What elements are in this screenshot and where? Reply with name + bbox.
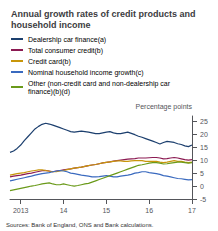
svg-text:15: 15 [200, 144, 208, 151]
svg-text:25: 25 [200, 118, 208, 125]
svg-text:Dealership car finance(a): Dealership car finance(a) [28, 36, 106, 44]
svg-text:5: 5 [200, 170, 204, 177]
svg-text:-5: -5 [200, 196, 206, 203]
svg-text:15: 15 [102, 207, 110, 214]
svg-text:Nominal household income growt: Nominal household income growth(c) [28, 69, 144, 77]
svg-text:Credit card(b): Credit card(b) [28, 58, 71, 66]
svg-text:16: 16 [145, 207, 153, 214]
svg-text:20: 20 [200, 131, 208, 138]
svg-text:Total consumer credit(b): Total consumer credit(b) [28, 47, 103, 55]
svg-text:Percentage points: Percentage points [136, 103, 193, 111]
svg-text:Annual growth rates of credit: Annual growth rates of credit products a… [11, 9, 198, 19]
svg-text:14: 14 [60, 207, 68, 214]
svg-text:10: 10 [200, 157, 208, 164]
svg-text:2013: 2013 [13, 207, 29, 214]
svg-text:Sources: Bank of England, ONS: Sources: Bank of England, ONS and Bank c… [6, 222, 154, 228]
svg-text:0: 0 [200, 183, 204, 190]
svg-text:household income: household income [11, 20, 91, 30]
svg-text:Other (non-credit card and non: Other (non-credit card and non-dealershi… [28, 80, 172, 88]
svg-text:finance)(b)(d): finance)(b)(d) [28, 88, 70, 96]
svg-text:17: 17 [188, 207, 196, 214]
